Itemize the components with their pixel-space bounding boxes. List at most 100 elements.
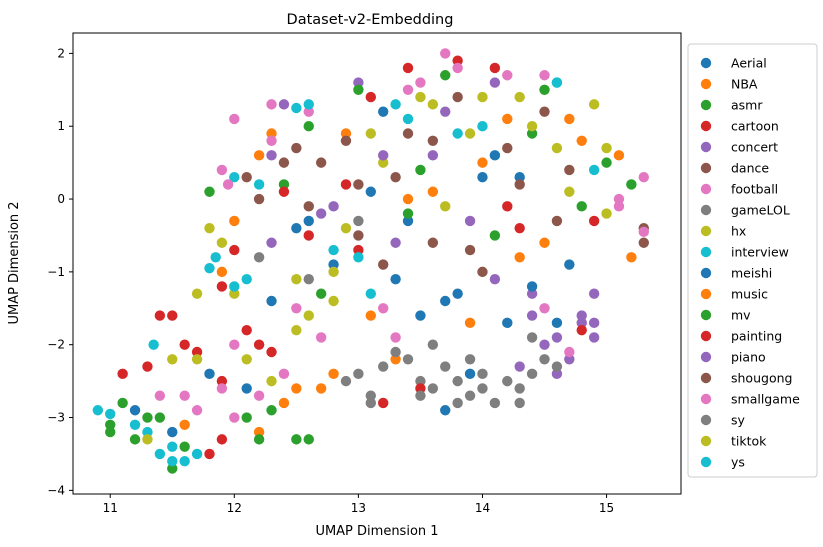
point-football-5 — [216, 164, 228, 176]
point-football-0 — [179, 390, 190, 401]
y-tick-label: −3 — [47, 411, 65, 425]
point-smallgame-14 — [291, 303, 302, 314]
point-shougong-4 — [427, 135, 439, 146]
point-interview-3 — [179, 456, 190, 467]
point-sy-1 — [378, 361, 389, 372]
point-music-0 — [179, 419, 190, 431]
legend-label-interview: interview — [731, 245, 789, 260]
point-mv-9 — [576, 201, 587, 212]
legend-marker-meishi — [700, 267, 712, 279]
point-sy-6 — [502, 375, 513, 387]
point-shougong-6 — [551, 215, 563, 227]
point-concert-4 — [526, 288, 538, 299]
point-music-4 — [253, 150, 265, 161]
legend-label-piano: piano — [731, 350, 766, 365]
point-music-8 — [564, 113, 575, 125]
point-ys-8 — [253, 179, 265, 190]
point-music-6 — [402, 193, 414, 205]
point-gamelol-8 — [539, 354, 550, 365]
legend-marker-painting — [700, 330, 712, 342]
point-cartoon-13 — [340, 179, 352, 190]
point-ys-7 — [229, 281, 240, 292]
legend-label-smallgame: smallgame — [731, 392, 800, 407]
point-gamelol-13 — [253, 252, 265, 263]
point-painting-5 — [266, 346, 277, 358]
point-painting-7 — [278, 186, 290, 197]
point-sy-9 — [415, 390, 426, 401]
point-hx-7 — [415, 91, 426, 103]
point-tiktok-11 — [564, 186, 575, 197]
point-interview-0 — [142, 426, 153, 438]
legend-label-asmr: asmr — [731, 98, 763, 113]
point-painting-0 — [117, 368, 128, 380]
legend-label-aerial: Aerial — [731, 56, 767, 71]
point-ys-10 — [390, 99, 401, 110]
point-cartoon-10 — [502, 201, 513, 212]
point-football-11 — [638, 172, 649, 183]
point-tiktok-2 — [204, 222, 215, 234]
legend-marker-cartoon — [700, 120, 712, 132]
point-smallgame-4 — [222, 179, 234, 190]
point-football-7 — [415, 77, 426, 88]
point-sy-7 — [526, 368, 538, 380]
point-interview-13 — [365, 288, 376, 299]
point-piano-8 — [315, 208, 327, 219]
point-interview-7 — [291, 102, 302, 114]
legend-marker-piano — [700, 351, 712, 363]
point-aerial-3 — [328, 259, 339, 270]
point-football-2 — [229, 339, 240, 350]
point-hx-4 — [303, 310, 314, 321]
point-shougong-5 — [502, 142, 513, 154]
y-tick-label: −1 — [47, 265, 65, 279]
point-dance-5 — [514, 179, 525, 190]
point-music-9 — [613, 150, 625, 161]
x-tick-label: 13 — [351, 501, 366, 515]
point-tiktok-10 — [601, 142, 612, 154]
legend-label-dance: dance — [731, 161, 769, 176]
point-shougong-0 — [241, 172, 252, 183]
point-meishi-8 — [564, 259, 575, 270]
point-ys-9 — [303, 99, 314, 110]
point-interview-12 — [328, 244, 339, 256]
point-ys-2 — [129, 419, 141, 431]
point-meishi-11 — [365, 186, 376, 197]
point-dance-4 — [452, 91, 463, 103]
point-smallgame-3 — [253, 390, 265, 401]
point-nba-1 — [315, 383, 327, 394]
point-sy-5 — [477, 383, 488, 394]
point-ys-0 — [92, 405, 104, 416]
point-piano-9 — [378, 150, 389, 161]
point-ys-13 — [353, 252, 364, 263]
point-nba-4 — [365, 310, 376, 321]
point-interview-8 — [402, 113, 414, 125]
point-sy-13 — [303, 273, 314, 285]
x-axis-label: UMAP Dimension 1 — [315, 524, 438, 539]
point-dance-10 — [291, 142, 302, 154]
point-mv-11 — [402, 208, 414, 219]
legend-marker-concert — [700, 141, 712, 153]
legend-marker-nba — [700, 78, 712, 90]
point-cartoon-4 — [204, 448, 215, 460]
point-smallgame-10 — [613, 201, 625, 212]
point-interview-1 — [154, 448, 166, 460]
point-hx-9 — [588, 99, 600, 110]
y-tick-label: −4 — [47, 483, 65, 497]
point-asmr-2 — [154, 412, 166, 423]
point-concert-10 — [278, 99, 290, 110]
points-layer — [92, 48, 649, 474]
point-concert-3 — [464, 215, 476, 227]
point-asmr-8 — [204, 186, 215, 197]
y-tick-label: −2 — [47, 338, 65, 352]
point-music-11 — [464, 317, 476, 329]
point-mv-2 — [167, 463, 178, 474]
legend-label-hx: hx — [731, 224, 746, 239]
point-smallgame-13 — [390, 332, 401, 343]
point-smallgame-2 — [229, 412, 240, 423]
point-meishi-0 — [204, 368, 215, 380]
point-tiktok-7 — [427, 99, 439, 110]
point-cartoon-0 — [167, 310, 178, 321]
point-hx-11 — [551, 142, 563, 154]
point-piano-12 — [588, 288, 600, 299]
point-piano-7 — [489, 273, 501, 285]
point-gamelol-2 — [390, 346, 401, 358]
